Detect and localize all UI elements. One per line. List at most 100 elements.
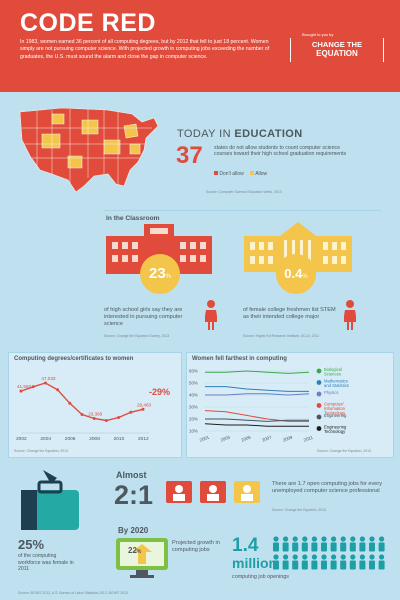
chart1-point [19,389,23,393]
chart2-y-tick: 20% [189,417,198,422]
chart2-title: Women fell farthest in computing [192,356,287,362]
us-map-graphic [19,107,159,193]
today-source: Source: Computer Science Education Week,… [206,190,282,194]
person-icon-head [350,536,356,542]
person-icon-body [349,542,356,552]
legend-dont-swatch [214,171,218,175]
person-icon-body [311,560,318,570]
chart1-x-tick: 2002 [16,436,27,442]
chart2-series-line [205,418,309,422]
chart2-card: Women fell farthest in computing 60% 50% 4… [186,352,394,458]
person-icon-body [321,542,327,552]
brand-bottom-text: EQUATION [316,49,358,58]
chart1-x-tick: 2008 [89,436,100,442]
person-icon-body [282,542,289,552]
chart2-y-tick: 30% [189,405,198,410]
chart2-legend-label: Technology [324,410,346,415]
today-heading-a: TODAY IN [177,128,231,140]
chart1-point [92,416,96,420]
person-icon-head [292,536,298,542]
chart1-point [117,416,121,419]
chart1-x-tick: 2004 [40,436,51,442]
growth-caption: computing job openings [232,574,289,580]
growth-big-a: 1.4 [232,535,259,556]
person-icon-head [273,554,279,560]
map-dont-allow-area [19,107,159,193]
person-icon-body [273,560,279,570]
chart2-legend-label: Mathematics [324,379,348,384]
person-icon-body [301,542,308,552]
chart2-series-line [205,393,310,396]
chart2-legend-label: Biological [324,367,342,372]
chart2-x-tick: 2011 [303,435,314,443]
chart1-x-tick: 2006 [65,436,76,442]
page-title: CODE RED [20,9,156,37]
person-icon-head [359,554,365,560]
legend-allow-swatch [250,171,255,175]
person-icon-head [331,536,337,542]
left-classroom-source: Source: Change the Equation Survey, 2013 [104,334,170,338]
person-icon-body [369,560,375,570]
chart2-x-tick: 2009 [282,434,293,442]
chart2-legend-label: and Statistics [324,383,349,388]
person-icon-body [359,542,366,552]
legend-allow-label: Allow [255,171,268,177]
brand-top-text: CHANGE THE [311,40,363,49]
chart1-point [141,407,145,411]
right-pct-value: 0.4 [284,266,303,281]
chart1-data-label: 47,033 [41,376,55,381]
chart1-point [31,385,35,389]
ratio-source: Source: Change the Equation, 2013 [272,508,326,512]
footer-source: Source: BCWIT 2012, U.S. Bureau of Labor… [18,591,128,595]
briefcase-icon [15,470,85,537]
person-icon-body [340,560,347,570]
person-icon-head [369,536,375,542]
chart1-source: Source: Change the Equation, 2013 [14,449,68,453]
chart2-legend-label: Physics [324,390,338,395]
chart2-legend-icon [316,403,322,408]
person-icon-head [350,554,356,560]
chart1-data-label: 23,366 [88,411,102,416]
growth-heading: By 2020 [118,526,149,535]
ratio-text: There are 1.7 open computing jobs for ev… [272,481,383,494]
chart2-x-tick: 2001 [199,434,210,442]
classroom-title: In the Classroom [106,215,160,222]
growth-monitor-icon [116,538,168,583]
header-banner: CODE RED In 1983, women earned 36 percen… [0,0,400,92]
female-figure-icon-right [343,300,357,335]
female-figure-icon-left [204,300,218,335]
workforce-pct-value: 25 [18,537,33,552]
person-icon-body [369,542,375,552]
chart1-x-tick: 2012 [138,436,149,442]
person-icon-head [302,536,308,542]
person-icon-body [292,542,299,552]
person-icon-body [349,560,356,570]
person-icon-head [340,554,346,560]
chart1-point [68,401,72,405]
job-icons [166,477,266,512]
growth-text: Projected growth in computing jobs [172,540,220,553]
people-icons [272,536,390,581]
person-icon-head [340,536,346,542]
person-icon-body [378,542,385,552]
chart2-series-line [205,370,310,374]
chart2-y-tick: 40% [189,393,198,398]
map-state-borders [22,109,152,184]
person-icon-body [378,560,385,570]
chart2-legend-label: Sciences [324,371,341,376]
chart1-point [43,381,47,385]
today-heading: TODAY IN EDUCATION [177,128,303,140]
classroom-card [103,210,381,341]
chart2-y-tick: 60% [189,369,198,374]
person-icon-body [292,560,299,570]
today-big-number: 37 [176,142,203,169]
person-icon-head [302,554,308,560]
chart2-legend-icon [316,368,322,374]
person-icon-head [321,554,327,560]
left-pct-circle: 23% [140,254,180,294]
person-icon-head [321,536,327,542]
chart1-data-label: 29,483 [137,402,151,407]
chart1-point [104,419,108,422]
chart2-legend-label: Engineering [324,413,347,418]
